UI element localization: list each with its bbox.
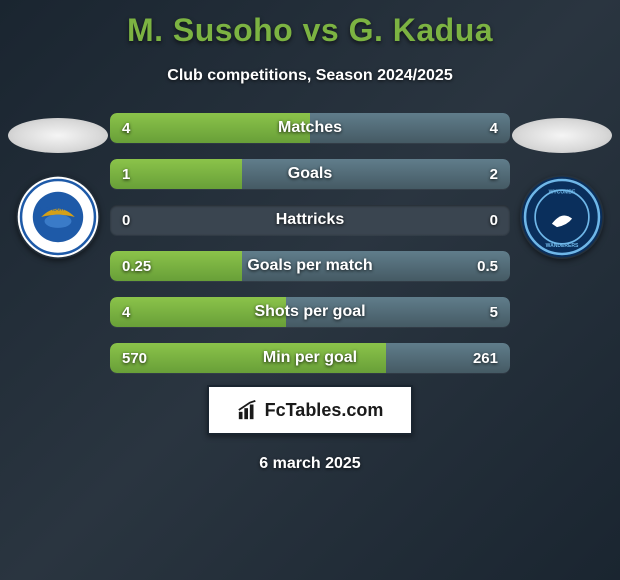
svg-text:WYCOMBE: WYCOMBE (549, 189, 576, 195)
stat-row: 0 0Hattricks (110, 205, 510, 235)
stat-bar-left (110, 251, 242, 281)
player-right-column: WYCOMBE WANDERERS (512, 113, 612, 259)
stat-bar-right (242, 251, 510, 281)
stat-bar-left (110, 159, 242, 189)
stat-row: 44Matches (110, 113, 510, 143)
subtitle: Club competitions, Season 2024/2025 (0, 67, 620, 85)
stats-table: 44Matches 12Goals 0 0Hattricks 0.250.5Goals … (110, 113, 510, 389)
svg-text:PETERBOROUGH: PETERBOROUGH (36, 206, 79, 212)
stat-bar-right (386, 343, 510, 373)
stat-bar-right (310, 113, 510, 143)
stat-row: 12Goals (110, 159, 510, 189)
stat-bar-left (110, 113, 310, 143)
stat-row: 570261Min per goal (110, 343, 510, 373)
club-crest-right: WYCOMBE WANDERERS (520, 175, 604, 259)
stat-value-left: 0 (122, 205, 130, 235)
page-title: M. Susoho vs G. Kadua (0, 12, 620, 49)
player-left-column: PETERBOROUGH (8, 113, 108, 259)
svg-text:WANDERERS: WANDERERS (546, 243, 579, 249)
stat-label: Hattricks (110, 205, 510, 235)
branding-text: FcTables.com (265, 400, 384, 421)
player-left-photo (8, 118, 108, 153)
stat-row: 45Shots per goal (110, 297, 510, 327)
comparison-card: M. Susoho vs G. Kadua Club competitions,… (0, 0, 620, 473)
crest-left-svg: PETERBOROUGH (16, 175, 100, 259)
stat-row: 0.250.5Goals per match (110, 251, 510, 281)
stat-bar-right (242, 159, 510, 189)
stat-bar-left (110, 297, 286, 327)
main-area: PETERBOROUGH WYCOMBE WANDERERS 44Matches… (0, 113, 620, 373)
branding-badge[interactable]: FcTables.com (207, 385, 413, 435)
player-right-photo (512, 118, 612, 153)
club-crest-left: PETERBOROUGH (16, 175, 100, 259)
stat-bar-left (110, 343, 386, 373)
stat-value-right: 0 (490, 205, 498, 235)
crest-right-svg: WYCOMBE WANDERERS (520, 175, 604, 259)
comparison-date: 6 march 2025 (0, 455, 620, 473)
chart-icon (237, 399, 259, 421)
stat-bar-right (286, 297, 510, 327)
